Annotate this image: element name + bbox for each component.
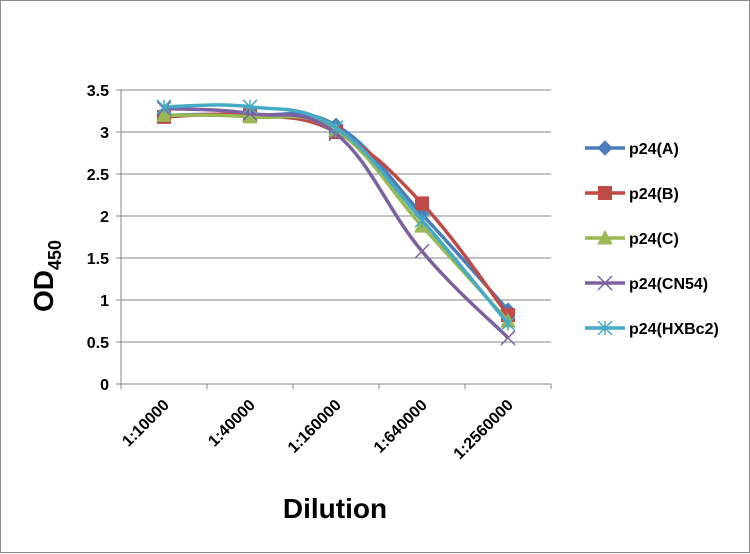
data-point xyxy=(156,99,172,115)
legend-item: p24(HXBc2) xyxy=(585,320,719,338)
legend-label: p24(C) xyxy=(629,231,679,248)
legend-item: p24(B) xyxy=(585,186,679,203)
data-point xyxy=(597,140,613,156)
data-point xyxy=(156,107,172,122)
x-tick-label: 1:160000 xyxy=(285,397,345,457)
series-p24-b xyxy=(157,108,515,323)
legend-label: p24(B) xyxy=(629,186,679,203)
series-p24-a xyxy=(156,107,516,318)
data-point xyxy=(415,196,429,211)
legend-label: p24(HXBc2) xyxy=(629,321,719,338)
data-point xyxy=(597,320,613,336)
series-line xyxy=(163,111,510,312)
data-point xyxy=(598,186,612,200)
x-tick-label: 1:10000 xyxy=(119,397,173,451)
y-tick-label: 2.5 xyxy=(87,167,109,184)
data-point xyxy=(328,120,344,136)
y-tick-label: 2 xyxy=(100,209,109,226)
y-tick-label: 3.5 xyxy=(87,83,109,100)
x-tick-label: 1:2560000 xyxy=(451,397,517,463)
data-point-stroke xyxy=(500,330,516,346)
data-point xyxy=(414,212,430,228)
y-tick-labels: 0 0.5 1 1.5 2 2.5 3 3.5 xyxy=(87,83,109,394)
y-tick-label: 3 xyxy=(100,125,109,142)
legend-label: p24(A) xyxy=(629,141,679,158)
y-tick-label: 0 xyxy=(100,377,109,394)
data-point-stroke xyxy=(414,243,430,259)
plot-series xyxy=(156,99,516,346)
y-axis-title-subscript: 450 xyxy=(45,240,65,270)
axes xyxy=(116,89,552,389)
y-tick-label: 1 xyxy=(100,293,109,310)
y-axis-title: OD450 xyxy=(28,240,65,312)
y-tick-label: 0.5 xyxy=(87,335,109,352)
data-point xyxy=(500,315,516,332)
legend: p24(A) p24(B) p24(C) p24(CN54) p24(HXBc2) xyxy=(585,140,719,338)
legend-item: p24(C) xyxy=(585,229,679,248)
data-point-stroke xyxy=(597,275,613,291)
y-axis-title-main: OD xyxy=(28,270,59,312)
series-line xyxy=(163,113,510,323)
series-line xyxy=(163,103,510,325)
x-tick-label: 1:40000 xyxy=(205,397,259,451)
data-point xyxy=(414,243,430,259)
data-point xyxy=(242,99,258,115)
series-line xyxy=(163,106,510,340)
data-point xyxy=(597,275,613,291)
x-tick-labels: 1:10000 1:40000 1:160000 1:640000 1:2560000 xyxy=(119,397,517,463)
legend-item: p24(CN54) xyxy=(585,275,708,293)
x-tick-label: 1:640000 xyxy=(371,397,431,457)
legend-label: p24(CN54) xyxy=(629,276,708,293)
series-line xyxy=(163,112,510,317)
x-axis-title: Dilution xyxy=(283,493,387,524)
y-tick-label: 1.5 xyxy=(87,251,109,268)
data-point xyxy=(500,330,516,346)
data-point xyxy=(597,229,613,245)
series-p24-hxbc2 xyxy=(156,99,516,332)
legend-item: p24(A) xyxy=(585,140,679,158)
